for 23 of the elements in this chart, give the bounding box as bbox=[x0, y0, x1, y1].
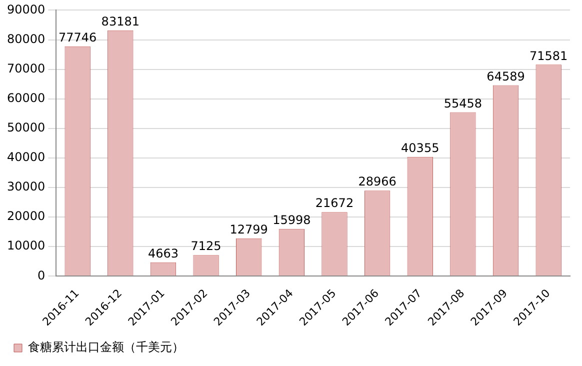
y-tick-label: 40000 bbox=[6, 150, 46, 164]
y-tick-label: 50000 bbox=[6, 120, 46, 135]
data-label: 12799 bbox=[230, 222, 268, 236]
legend-label: 食糖累计出口金额（千美元） bbox=[28, 340, 184, 354]
data-label: 77746 bbox=[58, 30, 97, 45]
y-tick-label: 30000 bbox=[6, 180, 46, 194]
data-label: 15998 bbox=[272, 213, 311, 228]
data-label: 83181 bbox=[101, 14, 140, 28]
data-label: 4663 bbox=[148, 246, 178, 261]
data-label: 21672 bbox=[315, 196, 354, 210]
data-label: 40355 bbox=[401, 141, 440, 156]
y-tick-label: 20000 bbox=[6, 209, 46, 224]
y-tick-label: 10000 bbox=[6, 238, 46, 253]
data-label: 64589 bbox=[486, 69, 525, 84]
data-label: 71581 bbox=[529, 48, 568, 63]
y-tick-label: 0 bbox=[38, 268, 46, 282]
data-label: 7125 bbox=[190, 239, 222, 254]
y-tick-label: 70000 bbox=[6, 61, 46, 76]
data-label: 55458 bbox=[444, 96, 482, 110]
y-tick-label: 90000 bbox=[6, 2, 46, 16]
data-label: 28966 bbox=[358, 174, 396, 189]
y-tick-label: 80000 bbox=[6, 32, 46, 46]
y-tick-label: 60000 bbox=[6, 90, 46, 105]
